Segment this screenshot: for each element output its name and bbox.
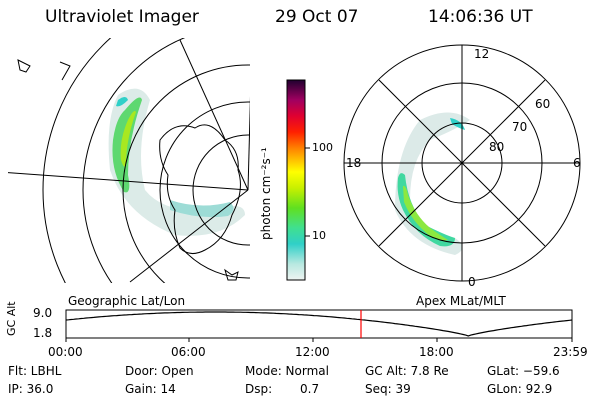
status-gain: Gain: 14 xyxy=(125,382,176,396)
orbit-altitude-plot xyxy=(65,309,573,342)
mlat-label-60: 60 xyxy=(535,97,551,111)
status-gc-alt: GC Alt: 7.8 Re xyxy=(365,364,449,378)
colorbar xyxy=(286,79,306,281)
apex-aurora-arc xyxy=(397,173,455,247)
instrument-title: Ultraviolet Imager xyxy=(45,7,199,27)
orbit-y-axis-label: GC Alt xyxy=(5,301,18,336)
geographic-panel-label: Geographic Lat/Lon xyxy=(68,294,186,308)
mlt-label-12: 12 xyxy=(474,47,490,61)
colorbar-label-100: 100 xyxy=(312,141,333,154)
status-glon: GLon: 92.9 xyxy=(487,382,553,396)
mlt-label-18: 18 xyxy=(346,156,362,170)
orbit-altitude-curve xyxy=(65,311,573,337)
status-dsp-value: 0.7 xyxy=(300,382,320,396)
geo-aurora-south xyxy=(170,200,234,218)
geo-coastline xyxy=(159,124,241,254)
orbit-x-tick-label-2359: 23:59 xyxy=(553,345,588,359)
status-glat: GLat: −59.6 xyxy=(487,364,560,378)
mlat-label-70: 70 xyxy=(512,120,528,134)
apex-aurora-noon xyxy=(450,118,465,130)
geo-coastline-island xyxy=(224,268,239,281)
orbit-x-tick-label-0600: 06:00 xyxy=(171,345,206,359)
status-mode: Mode: Normal xyxy=(245,364,329,378)
orbit-x-tick-label-1200: 12:00 xyxy=(295,345,330,359)
status-dsp: Dsp: xyxy=(245,382,273,396)
status-seq: Seq: 39 xyxy=(365,382,411,396)
geo-coastline-north xyxy=(17,59,71,81)
mlt-label-0: 0 xyxy=(468,275,476,289)
status-door: Door: Open xyxy=(125,364,194,378)
orbit-x-tick-label-0000: 00:00 xyxy=(48,345,83,359)
mlt-label-6: 6 xyxy=(573,156,581,170)
status-filter: Flt: LBHL xyxy=(8,364,62,378)
mlat-label-80: 80 xyxy=(489,140,505,154)
colorbar-unit-label: photon cm⁻²s⁻¹ xyxy=(259,147,273,240)
orbit-x-tick-label-1800: 18:00 xyxy=(419,345,454,359)
geo-aurora-haze xyxy=(108,88,245,236)
geo-aurora-core xyxy=(120,111,136,167)
apex-panel-label: Apex MLat/MLT xyxy=(416,294,506,308)
orbit-y-tick-9: 9.0 xyxy=(33,306,53,320)
orbit-plot-frame xyxy=(65,309,573,339)
status-ip: IP: 36.0 xyxy=(8,382,54,396)
observation-date: 29 Oct 07 xyxy=(275,7,359,27)
geo-aurora-edge xyxy=(116,97,128,107)
apex-polar-plot xyxy=(343,44,581,282)
observation-time: 14:06:36 UT xyxy=(428,7,533,27)
geographic-map xyxy=(8,38,250,283)
orbit-y-tick-1: 1.8 xyxy=(33,326,53,340)
colorbar-label-10: 10 xyxy=(312,229,326,242)
